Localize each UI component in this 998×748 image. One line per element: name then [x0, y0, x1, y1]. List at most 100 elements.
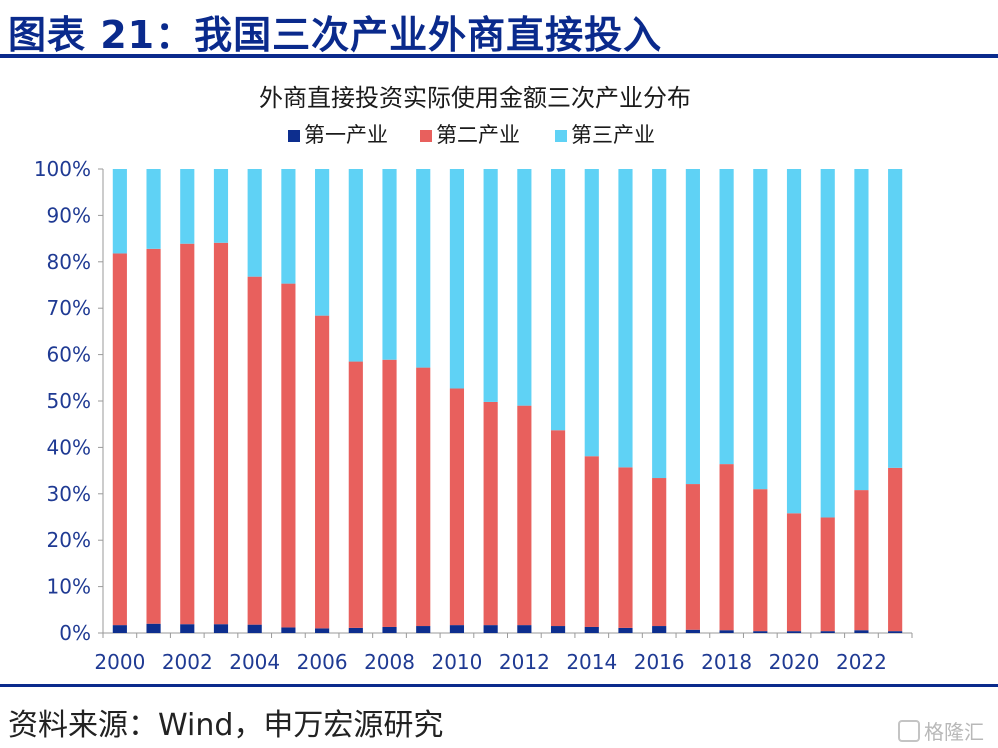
legend-label: 第二产业	[436, 123, 520, 147]
y-tick-label: 100%	[34, 157, 91, 181]
bar-segment-series-2	[180, 243, 195, 625]
y-tick-label: 80%	[47, 250, 91, 274]
bar-segment-series-2	[315, 315, 330, 629]
bar-segment-series-3	[315, 169, 330, 316]
bar-segment-series-1	[382, 626, 397, 633]
bar-segment-series-2	[786, 513, 802, 632]
legend-swatch	[420, 130, 432, 142]
x-tick-label: 2004	[229, 650, 280, 674]
bar-segment-series-3	[146, 169, 161, 249]
bar-segment-series-1	[753, 631, 768, 633]
bar-segment-series-2	[550, 430, 566, 627]
x-tick-label: 2012	[499, 650, 550, 674]
x-tick-label: 2008	[364, 650, 415, 674]
bar-segment-series-3	[584, 169, 599, 457]
bar-segment-series-1	[618, 627, 633, 633]
bar-segment-series-1	[449, 625, 465, 633]
bar-segment-series-3	[888, 169, 903, 468]
bar-segment-series-3	[348, 169, 363, 362]
footer-rule	[0, 684, 998, 687]
x-tick-label: 2006	[297, 650, 348, 674]
bar-segment-series-3	[753, 169, 768, 490]
legend-label: 第一产业	[304, 123, 388, 147]
y-tick-label: 0%	[59, 621, 91, 645]
legend-swatch	[288, 130, 300, 142]
y-tick-label: 40%	[47, 435, 91, 459]
x-tick-label: 2014	[566, 650, 617, 674]
bar-segment-series-2	[685, 484, 700, 630]
bar-segment-series-3	[483, 169, 498, 402]
bar-segment-series-3	[786, 169, 802, 514]
y-tick-label: 20%	[47, 528, 91, 552]
legend-item: 第一产业	[288, 123, 388, 147]
bar-segment-series-1	[247, 624, 262, 633]
bar-segment-series-3	[685, 169, 700, 485]
watermark-text: 格隆汇	[924, 720, 984, 744]
bar-segment-series-1	[281, 627, 296, 633]
bar-segment-series-1	[786, 631, 802, 633]
bar-segment-series-3	[550, 169, 566, 431]
chart-bars	[112, 169, 903, 633]
bar-segment-series-3	[517, 169, 532, 406]
x-tick-label: 2010	[431, 650, 482, 674]
x-tick-label: 2022	[836, 650, 887, 674]
bar-segment-series-2	[584, 456, 599, 627]
bar-segment-series-2	[618, 467, 633, 628]
watermark: 格隆汇	[898, 716, 984, 745]
x-tick-label: 2018	[701, 650, 752, 674]
bar-segment-series-1	[315, 628, 330, 633]
source-note: 资料来源：Wind，申万宏源研究	[8, 708, 444, 743]
y-tick-label: 10%	[47, 575, 91, 599]
bar-segment-series-3	[213, 169, 229, 243]
bar-segment-series-2	[348, 361, 363, 628]
x-tick-label: 2002	[162, 650, 213, 674]
bar-segment-series-1	[584, 626, 599, 633]
bar-segment-series-1	[685, 629, 700, 633]
legend-item: 第三产业	[555, 123, 655, 147]
chart-legend: 第一产业 第二产业 第三产业	[288, 123, 655, 147]
bar-segment-series-1	[416, 626, 431, 633]
bar-segment-series-1	[719, 630, 734, 633]
y-tick-label: 50%	[47, 389, 91, 413]
bar-segment-series-2	[719, 464, 734, 631]
y-tick-label: 30%	[47, 482, 91, 506]
x-tick-label: 2000	[94, 650, 145, 674]
bar-segment-series-3	[180, 169, 195, 244]
bar-segment-series-3	[281, 169, 296, 284]
bar-segment-series-1	[888, 631, 903, 633]
x-tick-label: 2016	[634, 650, 685, 674]
bar-segment-series-1	[483, 625, 498, 633]
legend-item: 第二产业	[420, 123, 520, 147]
bar-segment-series-1	[854, 630, 869, 633]
bar-segment-series-3	[719, 169, 734, 465]
bar-segment-series-2	[652, 478, 667, 627]
bar-segment-series-3	[416, 169, 431, 368]
figure-heading: 图表 21：我国三次产业外商直接投入	[8, 13, 663, 57]
bar-segment-series-2	[820, 517, 835, 632]
bar-segment-series-3	[449, 169, 465, 389]
bar-segment-series-2	[517, 405, 532, 626]
legend-label: 第三产业	[571, 123, 655, 147]
bar-segment-series-1	[517, 625, 532, 633]
bar-segment-series-1	[820, 631, 835, 633]
bar-segment-series-3	[247, 169, 262, 277]
bar-segment-series-1	[180, 624, 195, 633]
x-tick-label: 2020	[769, 650, 820, 674]
y-tick-label: 70%	[47, 296, 91, 320]
bar-segment-series-2	[483, 401, 498, 626]
bar-segment-series-3	[618, 169, 633, 468]
bar-segment-series-2	[888, 467, 903, 632]
bar-segment-series-3	[112, 169, 127, 254]
bar-segment-series-2	[449, 388, 465, 626]
bar-segment-series-1	[146, 623, 161, 633]
legend-swatch	[555, 130, 567, 142]
chart-title: 外商直接投资实际使用金额三次产业分布	[259, 84, 691, 112]
bar-segment-series-2	[416, 367, 431, 627]
y-tick-label: 60%	[47, 343, 91, 367]
heading-underline	[0, 54, 998, 58]
bar-segment-series-2	[247, 276, 262, 625]
bar-segment-series-2	[753, 489, 768, 632]
bar-segment-series-2	[146, 248, 161, 624]
bar-segment-series-2	[213, 242, 229, 625]
bar-segment-series-2	[854, 490, 869, 631]
